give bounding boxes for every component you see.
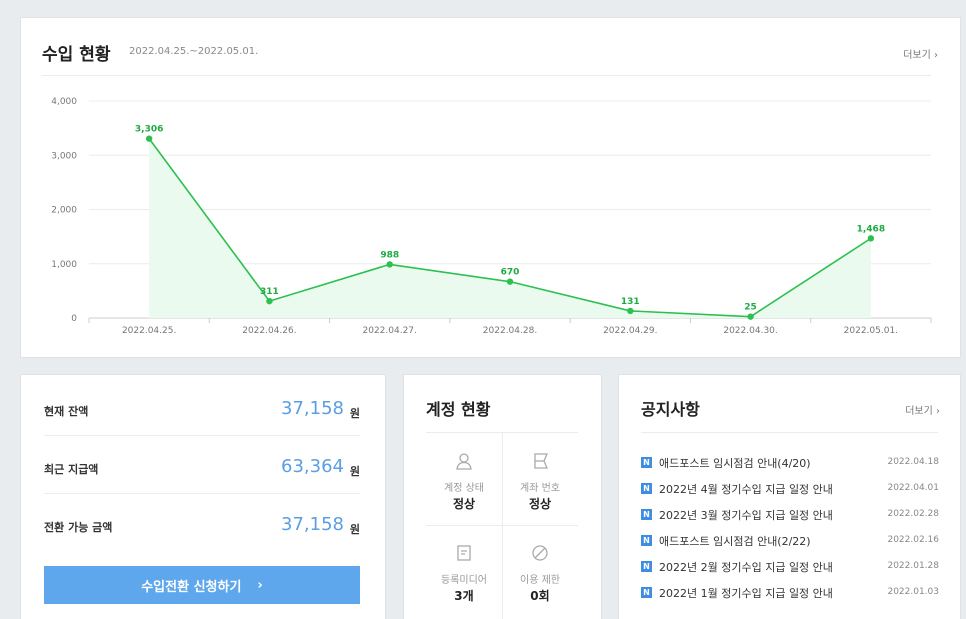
notice-item[interactable]: N 2022년 3월 정기수입 지급 일정 안내 2022.02.28 — [641, 506, 939, 524]
data-label: 25 — [744, 303, 757, 313]
x-tick-label: 2022.04.28. — [483, 326, 537, 336]
person-icon — [456, 453, 472, 470]
revenue-card: 수입 현황 2022.04.25.~2022.05.01. 더보기 › 4,00… — [20, 17, 961, 358]
account-item-value: 정상 — [528, 497, 552, 511]
notice-item-date: 2022.04.01 — [887, 483, 939, 493]
x-tick-label: 2022.04.27. — [363, 326, 417, 336]
balance-label: 전환 가능 금액 — [44, 521, 113, 534]
x-tick-label: 2022.04.25. — [122, 326, 176, 336]
account-item-label: 등록미디어 — [441, 575, 487, 586]
divider — [502, 433, 503, 619]
account-item-media: 등록미디어 3개 — [426, 525, 502, 617]
balance-label: 현재 잔액 — [44, 405, 89, 418]
new-badge-icon: N — [641, 535, 652, 546]
data-point — [867, 235, 875, 242]
account-item-value: 정상 — [452, 497, 476, 511]
x-tick-label: 2022.05.01. — [844, 326, 898, 336]
convert-request-button[interactable]: 수입전환 신청하기 › — [44, 566, 360, 604]
account-item-bank: 계좌 번호 정상 — [502, 433, 578, 525]
new-badge-icon: N — [641, 509, 652, 520]
notice-item-date: 2022.01.03 — [887, 587, 939, 597]
account-item-label: 이용 제한 — [520, 575, 560, 586]
balance-row-recent-payment: 최근 지급액 63,364 원 — [44, 436, 360, 494]
notice-item-title: 2022년 4월 정기수입 지급 일정 안내 — [659, 483, 833, 496]
data-label: 3,306 — [135, 125, 163, 135]
data-label: 131 — [621, 297, 640, 307]
notice-item[interactable]: N 2022년 1월 정기수입 지급 일정 안내 2022.01.03 — [641, 584, 939, 602]
x-tick-label: 2022.04.26. — [242, 326, 296, 336]
notice-item-title: 애드포스트 임시점검 안내(2/22) — [659, 535, 811, 548]
data-point — [386, 261, 393, 268]
y-tick-label: 4,000 — [51, 97, 77, 107]
notice-item-title: 애드포스트 임시점검 안내(4/20) — [659, 457, 811, 470]
revenue-date-range: 2022.04.25.~2022.05.01. — [129, 46, 259, 57]
notice-item-title: 2022년 3월 정기수입 지급 일정 안내 — [659, 509, 833, 522]
revenue-title: 수입 현황 — [42, 45, 111, 65]
account-status-card: 계정 현황 계정 상태 정상 계좌 번호 정상 — [403, 374, 602, 619]
data-point — [506, 278, 514, 285]
account-item-value: 0회 — [530, 589, 550, 603]
balance-unit: 원 — [349, 407, 360, 420]
notice-item[interactable]: N 2022년 2월 정기수입 지급 일정 안내 2022.01.28 — [641, 558, 939, 576]
notice-item-date: 2022.01.28 — [887, 561, 939, 571]
divider — [641, 432, 938, 433]
revenue-line-chart: 4,000 3,000 2,000 1,000 0 3,306 311 988 670 131 25… — [51, 97, 932, 336]
account-item-value: 3개 — [454, 589, 474, 603]
notice-more-link[interactable]: 더보기 › — [905, 406, 940, 417]
notice-item-title: 2022년 1월 정기수입 지급 일정 안내 — [659, 587, 833, 600]
notice-title: 공지사항 — [641, 400, 700, 419]
notice-item-title: 2022년 2월 정기수입 지급 일정 안내 — [659, 561, 833, 574]
data-label: 988 — [380, 250, 399, 260]
data-point — [747, 313, 754, 320]
revenue-more-link[interactable]: 더보기 › — [903, 50, 938, 61]
balance-card: 현재 잔액 37,158 원 최근 지급액 63,364 원 전환 가능 금액 … — [20, 374, 386, 619]
data-point — [627, 307, 634, 315]
ban-icon — [532, 545, 548, 561]
notice-item-date: 2022.02.28 — [887, 509, 939, 519]
area-fill — [149, 138, 871, 318]
data-label: 670 — [501, 268, 520, 278]
data-label: 311 — [260, 287, 279, 297]
balance-unit: 원 — [349, 523, 360, 536]
x-tick-label: 2022.04.30. — [723, 326, 777, 336]
y-tick-label: 3,000 — [51, 151, 77, 161]
balance-value: 37,158 — [281, 514, 344, 535]
notice-item[interactable]: N 애드포스트 임시점검 안내(4/20) 2022.04.18 — [641, 454, 939, 472]
data-label: 1,468 — [857, 224, 885, 234]
x-tick-label: 2022.04.29. — [603, 326, 657, 336]
balance-value: 37,158 — [281, 398, 344, 419]
account-item-label: 계좌 번호 — [520, 483, 560, 494]
account-item-status: 계정 상태 정상 — [426, 433, 502, 525]
new-badge-icon: N — [641, 483, 652, 494]
notice-item[interactable]: N 애드포스트 임시점검 안내(2/22) 2022.02.16 — [641, 532, 939, 550]
balance-label: 최근 지급액 — [44, 463, 99, 476]
account-status-grid: 계정 상태 정상 계좌 번호 정상 등록미디어 3개 — [426, 432, 578, 619]
document-icon — [457, 545, 471, 561]
balance-unit: 원 — [349, 465, 360, 478]
chevron-right-icon: › — [257, 577, 263, 593]
account-item-label: 계정 상태 — [444, 483, 484, 494]
y-tick-label: 2,000 — [51, 206, 77, 216]
account-item-restriction: 이용 제한 0회 — [502, 525, 578, 617]
notice-item-date: 2022.04.18 — [887, 457, 939, 467]
account-title: 계정 현황 — [426, 400, 491, 419]
balance-row-convertible: 전환 가능 금액 37,158 원 — [44, 494, 360, 552]
divider — [42, 75, 931, 76]
y-tick-label: 0 — [71, 314, 77, 324]
new-badge-icon: N — [641, 457, 652, 468]
balance-value: 63,364 — [281, 456, 344, 477]
y-tick-label: 1,000 — [51, 260, 77, 270]
balance-row-current: 현재 잔액 37,158 원 — [44, 378, 360, 436]
notice-item[interactable]: N 2022년 4월 정기수입 지급 일정 안내 2022.04.01 — [641, 480, 939, 498]
new-badge-icon: N — [641, 561, 652, 572]
new-badge-icon: N — [641, 587, 652, 598]
notice-card: 공지사항 더보기 › N 애드포스트 임시점검 안내(4/20) 2022.04… — [618, 374, 961, 619]
convert-button-label: 수입전환 신청하기 — [141, 579, 242, 595]
divider — [426, 525, 578, 526]
data-point — [266, 297, 273, 305]
notice-item-date: 2022.02.16 — [887, 535, 939, 545]
data-point — [145, 135, 153, 142]
card-icon — [534, 453, 548, 469]
